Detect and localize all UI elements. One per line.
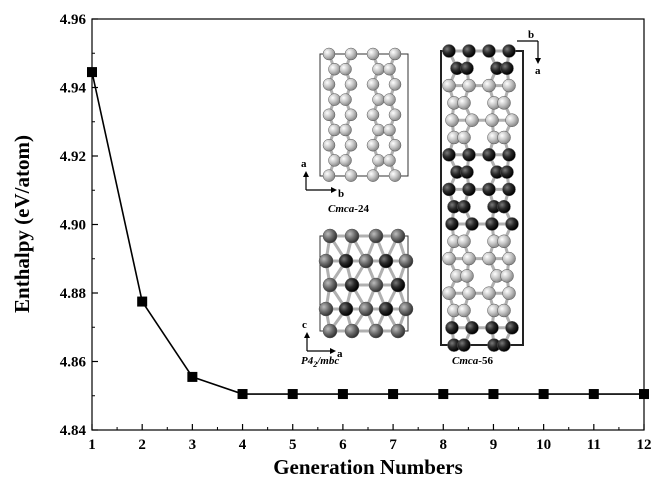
data-point — [588, 389, 599, 400]
svg-text:a: a — [337, 348, 343, 360]
data-point — [438, 389, 449, 400]
svg-text:a: a — [535, 65, 541, 77]
y-axis-title: Enthalpy (eV/atom) — [10, 135, 34, 313]
x-axis-ticks: 1 2 3 4 5 6 7 8 9 10 11 12 — [88, 424, 652, 453]
x-tick-label: 11 — [587, 437, 601, 453]
x-tick-label: 6 — [339, 437, 347, 453]
cmca-56-axes-icon: b a — [517, 29, 541, 77]
x-tick-label: 12 — [637, 437, 652, 453]
svg-text:b: b — [338, 188, 344, 200]
x-axis-title: Generation Numbers — [273, 455, 463, 479]
p42-mbc-structure — [318, 228, 414, 339]
data-point — [538, 389, 549, 400]
cmca-56-label: Cmca-56 — [452, 355, 493, 367]
cmca-56-structure — [440, 44, 524, 352]
data-point — [337, 389, 348, 400]
data-point — [388, 389, 399, 400]
data-point — [237, 389, 248, 400]
x-tick-label: 2 — [138, 437, 146, 453]
y-tick-label: 4.90 — [60, 218, 86, 234]
data-point — [87, 67, 97, 78]
y-tick-label: 4.84 — [60, 423, 87, 439]
x-tick-label: 7 — [389, 437, 397, 453]
y-axis-ticks: 4.84 4.86 4.88 4.90 4.92 4.94 4.96 — [60, 12, 98, 439]
p42-mbc-axes-icon: c a — [302, 319, 343, 360]
cmca-24-structure — [319, 47, 409, 182]
cmca-24-axes-icon: a b — [301, 158, 344, 200]
x-tick-label: 9 — [490, 437, 498, 453]
x-tick-label: 5 — [289, 437, 297, 453]
x-tick-label: 8 — [440, 437, 448, 453]
data-point — [287, 389, 298, 400]
x-tick-label: 10 — [536, 437, 551, 453]
y-tick-label: 4.94 — [60, 81, 87, 97]
y-tick-label: 4.96 — [60, 12, 87, 28]
svg-text:c: c — [302, 319, 307, 331]
svg-text:a: a — [301, 158, 307, 170]
x-tick-label: 3 — [189, 437, 197, 453]
data-point — [137, 296, 148, 307]
series-layer — [87, 67, 649, 400]
data-point — [187, 371, 198, 382]
series-line — [91, 71, 644, 395]
x-tick-label: 1 — [88, 437, 96, 453]
structure-insets: a b Cmca-24 c a P42/mbc b a Cmca-56 — [301, 29, 541, 369]
y-tick-label: 4.88 — [60, 286, 86, 302]
svg-text:b: b — [528, 29, 534, 41]
x-tick-label: 4 — [239, 437, 247, 453]
data-point — [639, 389, 649, 400]
data-point — [488, 389, 499, 400]
y-tick-label: 4.92 — [60, 149, 86, 165]
p42-mbc-label: P42/mbc — [301, 355, 339, 369]
cmca-24-label: Cmca-24 — [328, 203, 369, 215]
y-tick-label: 4.86 — [60, 355, 87, 371]
